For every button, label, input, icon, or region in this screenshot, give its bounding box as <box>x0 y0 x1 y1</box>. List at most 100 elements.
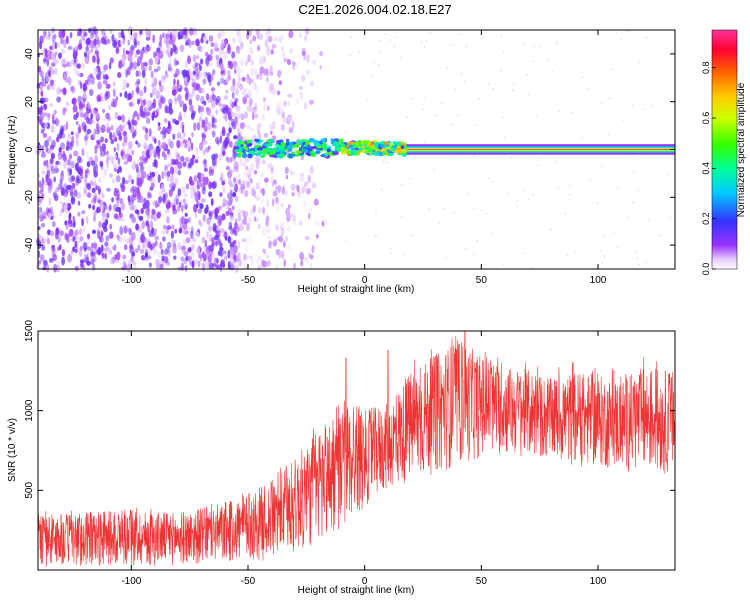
spectrogram-noise-cell <box>599 250 602 253</box>
spectrogram-noise-cell <box>101 203 104 211</box>
spectrogram-noise-cell <box>178 201 182 208</box>
spectrogram-noise-cell <box>122 259 126 269</box>
spectrogram-noise-cell <box>265 182 268 188</box>
spectrogram-noise-cell <box>84 178 88 187</box>
spectrogram-noise-cell <box>306 188 311 195</box>
spectrogram-noise-cell <box>264 31 268 40</box>
spectrogram-noise-cell <box>125 50 130 55</box>
spectrogram-noise-cell <box>157 122 161 127</box>
spectrogram-noise-cell <box>250 49 254 58</box>
spectrogram-noise-cell <box>267 27 272 35</box>
spectrogram-noise-cell <box>90 160 96 166</box>
spectrogram-noise-cell <box>278 249 282 259</box>
spectrogram-noise-cell <box>616 247 619 249</box>
spectrogram-noise-cell <box>173 28 178 38</box>
spectrogram-noise-cell <box>301 50 306 56</box>
spectrogram-noise-cell <box>220 38 225 48</box>
spectrogram-noise-cell <box>86 167 91 172</box>
spectrogram-carrier-cell <box>274 151 281 155</box>
spectrogram-noise-cell <box>205 56 210 66</box>
spectrogram-noise-cell <box>167 120 171 130</box>
spectrogram-noise-cell <box>106 150 109 156</box>
spectrogram-noise-cell <box>177 31 181 41</box>
spectrogram-noise-cell <box>266 106 270 112</box>
spectrogram-noise-cell <box>102 74 106 80</box>
spectrogram-carrier-cell <box>258 149 262 155</box>
spectrogram-noise-cell <box>581 137 583 140</box>
spectrogram-carrier-cell <box>321 144 325 148</box>
spectrogram-noise-cell <box>465 45 468 48</box>
spectrogram-noise-cell <box>206 72 211 80</box>
spectrogram-noise-cell <box>104 115 107 122</box>
spectrogram-noise-cell <box>48 70 51 78</box>
spectrogram-noise-cell <box>457 32 460 35</box>
spectrogram-noise-cell <box>643 108 646 111</box>
spectrogram-noise-cell <box>45 146 49 153</box>
spectrogram-noise-cell <box>199 221 203 227</box>
spectrogram-noise-cell <box>115 206 121 212</box>
spectrogram-noise-cell <box>177 115 182 122</box>
spectrogram-noise-cell <box>193 259 199 265</box>
spectrogram-noise-cell <box>120 217 126 222</box>
spectrogram-noise-cell <box>231 51 236 59</box>
spectrogram-noise-cell <box>222 108 227 115</box>
spectrogram-noise-cell <box>82 103 86 109</box>
spectrogram-noise-cell <box>473 207 476 210</box>
spectrogram-noise-cell <box>101 143 106 152</box>
spectrogram-noise-cell <box>119 166 122 173</box>
x-tick-label: -50 <box>241 275 256 286</box>
spectrogram-noise-cell <box>143 197 147 206</box>
spectrogram-noise-cell <box>210 237 215 242</box>
spectrogram-noise-cell <box>217 139 220 146</box>
spectrogram-noise-cell <box>602 235 605 238</box>
spectrogram-noise-cell <box>41 170 46 175</box>
spectrogram-noise-cell <box>240 209 245 214</box>
spectrogram-noise-cell <box>222 185 226 194</box>
spectrogram-carrier-cell <box>354 147 359 151</box>
spectrogram-noise-cell <box>63 160 67 169</box>
spectrogram-noise-cell <box>311 59 317 65</box>
spectrogram-noise-cell <box>273 36 278 42</box>
spectrogram-noise-cell <box>141 69 146 78</box>
spectrogram-noise-cell <box>113 147 117 153</box>
spectrogram-noise-cell <box>135 209 140 215</box>
spectrogram-noise-cell <box>194 212 198 218</box>
spectrogram-noise-cell <box>65 185 69 194</box>
spectrogram-noise-cell <box>79 101 84 111</box>
spectrogram-noise-cell <box>109 173 113 178</box>
spectrogram-noise-cell <box>182 69 188 78</box>
spectrogram-noise-cell <box>248 182 252 191</box>
spectrogram-noise-cell <box>81 217 84 227</box>
spectrogram-noise-cell <box>108 62 112 70</box>
spectrogram-noise-cell <box>131 98 136 107</box>
spectrogram-noise-cell <box>91 187 96 193</box>
spectrogram-noise-cell <box>300 172 305 177</box>
spectrogram-noise-cell <box>211 116 215 124</box>
spectrogram-noise-cell <box>93 165 96 175</box>
spectrogram-carrier-cell <box>348 141 353 146</box>
spectrogram-noise-cell <box>131 251 135 257</box>
spectrogram-carrier-cell <box>346 149 351 154</box>
spectrogram-noise-cell <box>216 225 221 232</box>
spectrogram-noise-cell <box>215 109 218 115</box>
spectrogram-noise-cell <box>637 190 639 192</box>
spectrogram-panel: -100 -50 0 50 100 -40 -20 0 20 40 Height of stra… <box>7 25 676 295</box>
spectrogram-noise-cell <box>297 190 301 199</box>
spectrogram-noise-cell <box>93 214 96 222</box>
spectrogram-noise-cell <box>234 218 238 224</box>
spectrogram-noise-cell <box>217 238 222 245</box>
spectrogram-noise-cell <box>59 209 63 217</box>
spectrogram-noise-cell <box>589 179 592 181</box>
spectrogram-noise-cell <box>558 110 561 112</box>
spectrogram-carrier-cell <box>322 137 326 143</box>
spectrogram-noise-cell <box>134 248 139 253</box>
spectrogram-noise-cell <box>236 28 241 37</box>
spectrogram-noise-cell <box>42 266 47 271</box>
spectrogram-carrier-cell <box>264 147 271 152</box>
spectrogram-noise-cell <box>232 192 236 198</box>
spectrogram-noise-cell <box>216 258 219 264</box>
spectrogram-noise-cell <box>258 122 262 129</box>
spectrogram-noise-cell <box>373 61 375 64</box>
spectrogram-noise-cell <box>173 94 177 102</box>
spectrogram-noise-cell <box>309 99 314 105</box>
